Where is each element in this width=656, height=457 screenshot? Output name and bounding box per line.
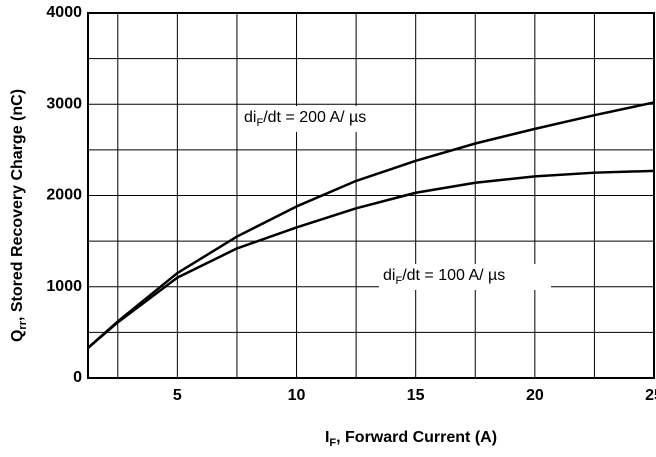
y-tick-label: 3000 <box>46 95 82 112</box>
label-main: I <box>325 429 329 446</box>
x-tick-label: 10 <box>288 387 306 404</box>
series-label: diF/dt = 100 A/ µs <box>383 267 505 287</box>
label-subscript: F <box>395 275 402 287</box>
y-tick-label: 4000 <box>46 4 82 21</box>
series-label: diF/dt = 200 A/ µs <box>244 109 366 129</box>
x-tick-label: 5 <box>173 387 182 404</box>
label-rest: /dt = 200 A/ µs <box>263 109 366 126</box>
x-tick-label: 25 <box>645 387 656 404</box>
label-main: di <box>383 267 395 284</box>
x-tick-label: 20 <box>526 387 544 404</box>
y-tick-label: 2000 <box>46 187 82 204</box>
label-subscript: F <box>329 437 336 449</box>
plot-frame <box>87 12 655 379</box>
label-rest: , Forward Current (A) <box>336 429 497 446</box>
label-rest: , Stored Recovery Charge (nC) <box>9 89 26 321</box>
label-subscript: rr <box>17 320 29 329</box>
y-axis-label: Qrr, Stored Recovery Charge (nC) <box>9 89 29 342</box>
y-tick-label: 0 <box>73 369 82 386</box>
label-subscript: F <box>256 117 263 129</box>
label-main: Q <box>9 330 26 342</box>
label-rest: /dt = 100 A/ µs <box>402 267 505 284</box>
series-line <box>87 101 655 349</box>
label-background <box>379 264 551 290</box>
label-main: di <box>244 109 256 126</box>
label-background <box>240 106 412 132</box>
series-line <box>87 169 655 349</box>
x-tick-label: 15 <box>407 387 425 404</box>
x-axis-label: IF, Forward Current (A) <box>325 429 497 449</box>
y-tick-label: 1000 <box>46 278 82 295</box>
